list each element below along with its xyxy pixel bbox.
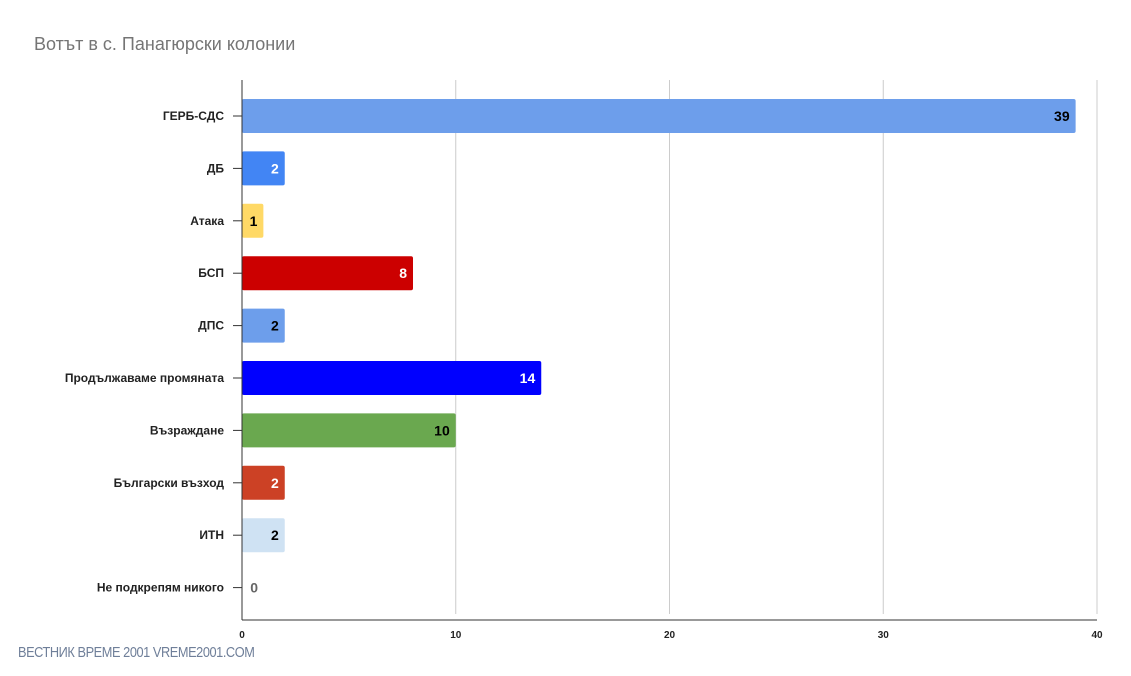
category-label: БСП	[198, 266, 224, 280]
category-label: ГЕРБ-СДС	[163, 109, 224, 123]
data-label: 10	[434, 422, 450, 438]
x-tick-label: 10	[450, 630, 462, 641]
data-label: 14	[520, 370, 536, 386]
category-label: Атака	[190, 214, 224, 228]
x-tick-label: 30	[878, 630, 890, 641]
bar	[242, 99, 1076, 133]
x-tick-label: 40	[1091, 630, 1103, 641]
bar	[242, 465, 285, 500]
bar	[242, 308, 285, 343]
x-tick-label: 0	[239, 630, 245, 641]
category-label: Български възход	[114, 476, 225, 490]
watermark: ВЕСТНИК ВРЕМЕ 2001 VREME2001.COM	[18, 644, 255, 661]
data-label: 2	[271, 318, 279, 334]
data-label: 2	[271, 160, 279, 176]
data-label: 39	[1054, 108, 1070, 124]
category-label: Не подкрепям никого	[97, 581, 224, 595]
category-label: ДПС	[198, 319, 224, 333]
category-label: ИТН	[199, 528, 224, 542]
bar	[242, 518, 285, 553]
data-label: 0	[250, 580, 258, 596]
category-label: Продължаваме промяната	[65, 371, 224, 385]
bar	[242, 151, 285, 186]
data-label: 1	[250, 213, 258, 229]
x-tick-label: 20	[664, 630, 676, 641]
data-label: 2	[271, 527, 279, 543]
category-label: Възраждане	[150, 423, 224, 437]
data-label: 2	[271, 475, 279, 491]
category-label: ДБ	[207, 161, 225, 175]
chart-title: Вотът в с. Панагюрски колонии	[34, 34, 296, 54]
bar	[242, 203, 264, 238]
data-label: 8	[399, 265, 407, 281]
bar	[242, 361, 542, 395]
bar	[242, 256, 413, 291]
bar	[242, 413, 456, 448]
